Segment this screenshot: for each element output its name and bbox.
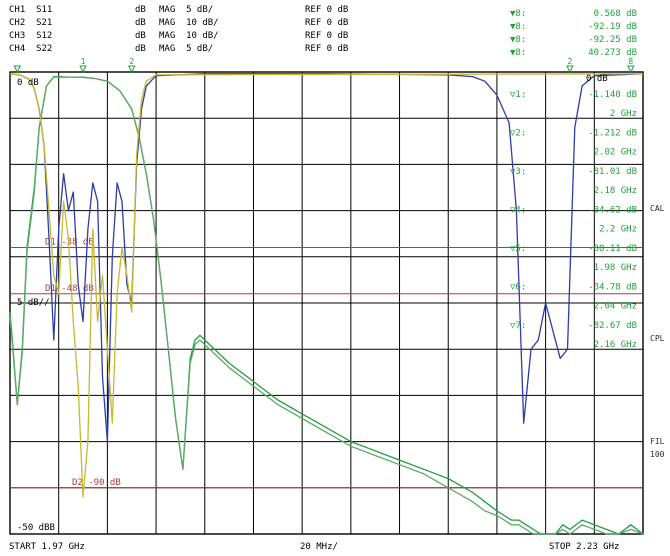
marker-table-label: ▽3: xyxy=(510,167,526,177)
channel-reference: REF 0 dB xyxy=(305,31,349,41)
active-marker-label: ▼8: xyxy=(510,9,526,19)
limit-line-label: D2 -90 dB xyxy=(72,478,121,488)
cpl-indicator: CPL xyxy=(650,334,665,343)
channel-reference: REF 0 dB xyxy=(305,18,349,28)
marker-table-freq: 2.16 GHz xyxy=(594,340,637,350)
trace-s11 xyxy=(9,73,644,443)
marker-number: 1 xyxy=(81,57,86,66)
marker-triangle xyxy=(566,65,574,74)
channel-format: MAG 10 dB/ xyxy=(159,31,219,41)
channel-format: MAG 10 dB/ xyxy=(159,18,219,28)
channel-unit: dB xyxy=(135,31,146,41)
channel-reference: REF 0 dB xyxy=(305,5,349,15)
marker-table-label: ▽2: xyxy=(510,129,526,139)
marker-table-freq: 2.18 GHz xyxy=(594,186,637,196)
avg-indicator: 100 xyxy=(650,450,665,459)
marker-table-label: ▽5: xyxy=(510,244,526,254)
marker-number: 2 xyxy=(568,57,573,66)
marker-table-value: -88.11 dB xyxy=(588,244,637,254)
marker-triangle xyxy=(79,65,87,74)
stop-frequency-label: STOP 2.23 GHz xyxy=(549,542,620,552)
marker-table-value: -82.67 dB xyxy=(588,321,637,331)
marker-table-value: -34.78 dB xyxy=(588,283,637,293)
channel-header: CH1 S11 dB MAG 5 dB/REF 0 dB CH2 S21 dB MAG 1… xyxy=(0,0,520,70)
marker-number: 2 xyxy=(129,57,134,66)
channel-reference: REF 0 dB xyxy=(305,44,349,54)
active-marker-value: -92.19 dB xyxy=(588,22,637,32)
marker-table-value: -34.62 dB xyxy=(588,206,637,216)
limit-line-label: D1 -48 dB xyxy=(45,284,94,294)
marker-triangle xyxy=(627,65,635,74)
marker-table-label: ▽7: xyxy=(510,321,526,331)
marker-table-value: -81.01 dB xyxy=(588,167,637,177)
marker-number: 8 xyxy=(628,57,633,66)
active-marker-value: 0.568 dB xyxy=(594,9,637,19)
ref-label-mid: 5 dB// xyxy=(17,298,50,308)
marker-table-freq: 2.04 GHz xyxy=(594,302,637,312)
fil-indicator: FIL xyxy=(650,437,665,446)
marker-table-value: -1.140 dB xyxy=(588,90,637,100)
marker-triangle xyxy=(127,65,136,74)
active-marker-label: ▼8: xyxy=(510,48,526,58)
active-marker-value: 40.273 dB xyxy=(588,48,637,58)
span-label: 20 MHz/ xyxy=(300,542,338,552)
bottom-scale-label: -50 dBB xyxy=(17,523,55,533)
cal-indicator: CAL xyxy=(650,204,665,213)
channel-unit: dB xyxy=(135,44,146,54)
ref-label-right: 0 dB xyxy=(586,74,608,84)
marker-table-freq: 2.02 GHz xyxy=(594,148,637,158)
channel-unit: dB xyxy=(135,5,146,15)
start-frequency-label: START 1.97 GHz xyxy=(9,542,85,552)
channel-channel: CH3 S12 xyxy=(9,31,53,41)
channel-format: MAG 5 dB/ xyxy=(159,44,214,54)
trace-s22 xyxy=(9,73,644,498)
marker-table-freq: 2.2 GHz xyxy=(599,225,637,235)
marker-triangle xyxy=(13,65,22,74)
limit-line-label: D1 -38 dB xyxy=(45,238,94,248)
marker-table-freq: 1.98 GHz xyxy=(594,263,637,273)
marker-table-label: ▽1: xyxy=(510,90,526,100)
channel-unit: dB xyxy=(135,18,146,28)
trace-s12 xyxy=(9,76,644,535)
active-marker-value: -92.25 dB xyxy=(588,35,637,45)
marker-table-label: ▽6: xyxy=(510,283,526,293)
ref-label-top: 0 dB xyxy=(17,78,39,88)
marker-table-freq: 2 GHz xyxy=(610,109,637,119)
channel-format: MAG 5 dB/ xyxy=(159,5,214,15)
marker-table-value: -1.212 dB xyxy=(588,129,637,139)
marker-table-label: ▽4: xyxy=(510,206,526,216)
active-marker-label: ▼8: xyxy=(510,22,526,32)
channel-channel: CH2 S21 xyxy=(9,18,53,28)
channel-channel: CH4 S22 xyxy=(9,44,53,54)
channel-channel: CH1 S11 xyxy=(9,5,53,15)
active-marker-label: ▼8: xyxy=(510,35,526,45)
